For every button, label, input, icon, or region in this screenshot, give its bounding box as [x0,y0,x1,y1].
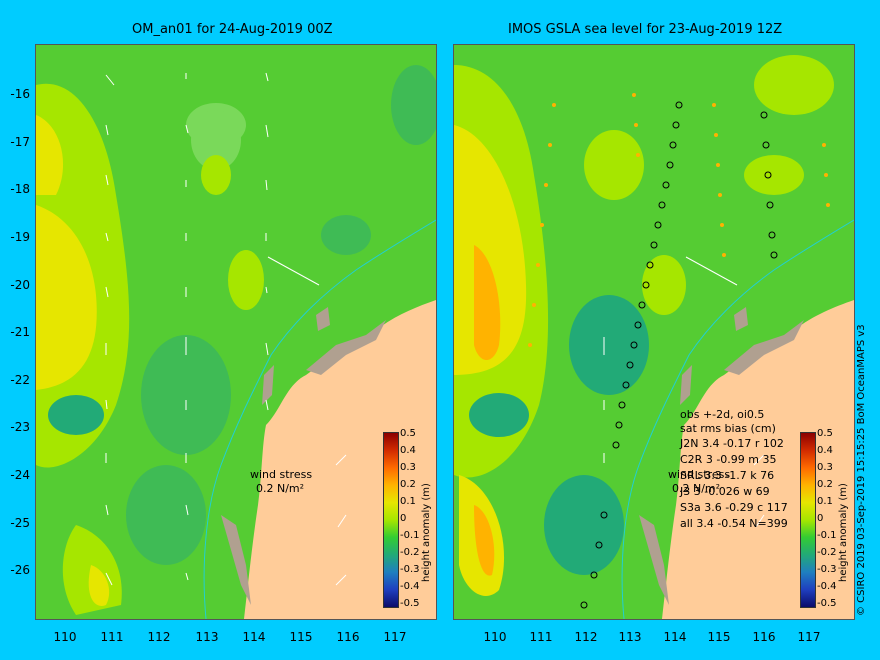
obs-header: obs +-2d, oi0.5 [680,408,765,421]
wind-stress-label: wind stress [250,468,313,481]
x-tick-label: 115 [707,630,731,644]
y-tick-label: -23 [10,420,30,434]
x-tick-label: 110 [483,630,507,644]
y-tick-label: -16 [10,87,30,101]
colorbar-tick: -0.2 [400,547,420,558]
y-tick-label: -26 [10,563,30,577]
colorbar-tick: -0.1 [817,530,837,541]
stats-row: SRL 3.3 -1.7 k 76 [680,469,775,482]
colorbar-tick: 0 [817,513,824,524]
colorbar-title: height anomaly (m) [421,483,432,582]
colorbar-tick: 0.1 [400,496,416,507]
y-tick-label: -19 [10,230,30,244]
y-tick-label: -24 [10,468,30,482]
stats-row: S3a 3.6 -0.29 c 117 [680,501,788,514]
wind-stress-scale: 0.2 N/m² [672,482,721,495]
x-tick-label: 117 [797,630,821,644]
colorbar-tick: -0.4 [817,581,837,592]
wind-stress-label: wind stress [668,468,731,481]
y-tick-label: -21 [10,325,30,339]
right-map [453,44,855,620]
colorbar-tick: 0.2 [400,479,416,490]
x-tick-label: 111 [100,630,124,644]
colorbar-tick: 0.4 [817,445,833,456]
left-map [35,44,437,620]
colorbar-tick: 0.3 [400,462,416,473]
x-tick-label: 112 [147,630,171,644]
x-tick-label: 116 [752,630,776,644]
stats-table: J2N 3.4 -0.17 r 102 C2R 3 -0.99 m 35 SRL… [680,436,788,532]
right-map-title: IMOS GSLA sea level for 23-Aug-2019 12Z [508,22,783,37]
x-tick-label: 117 [383,630,407,644]
right-colorbar [800,432,816,608]
x-tick-label: 112 [574,630,598,644]
x-tick-label: 116 [336,630,360,644]
y-tick-label: -17 [10,135,30,149]
x-tick-label: 113 [195,630,219,644]
y-tick-label: -25 [10,516,30,530]
colorbar-tick: -0.5 [817,598,837,609]
right-map-canvas [454,45,854,619]
left-map-title: OM_an01 for 24-Aug-2019 00Z [132,22,333,37]
left-colorbar [383,432,399,608]
stats-row: J2N 3.4 -0.17 r 102 [680,437,784,450]
colorbar-tick: -0.3 [817,564,837,575]
y-tick-label: -22 [10,373,30,387]
colorbar-tick: -0.4 [400,581,420,592]
stats-row: J3 3 -0.026 w 69 [680,485,770,498]
x-tick-label: 110 [53,630,77,644]
colorbar-tick: 0.5 [817,428,833,439]
colorbar-title: height anomaly (m) [838,483,849,582]
y-tick-label: -18 [10,182,30,196]
colorbar-tick: 0.4 [400,445,416,456]
x-tick-label: 115 [289,630,313,644]
colorbar-tick: 0.1 [817,496,833,507]
x-tick-label: 111 [529,630,553,644]
colorbar-tick: 0.3 [817,462,833,473]
credit-text: © CSIRO 2019 03-Sep-2019 15:15:25 BoM Oc… [856,324,867,616]
colorbar-tick: -0.1 [400,530,420,541]
x-tick-label: 114 [242,630,266,644]
colorbar-tick: 0 [400,513,407,524]
colorbar-tick: 0.5 [400,428,416,439]
x-tick-label: 113 [618,630,642,644]
colorbar-tick: 0.2 [817,479,833,490]
x-tick-label: 114 [663,630,687,644]
wind-stress-scale: 0.2 N/m² [256,482,305,495]
y-tick-label: -20 [10,278,30,292]
stats-header: sat rms bias (cm) [680,422,776,435]
colorbar-tick: -0.5 [400,598,420,609]
colorbar-tick: -0.3 [400,564,420,575]
left-map-canvas [36,45,436,619]
colorbar-tick: -0.2 [817,547,837,558]
stats-row: C2R 3 -0.99 m 35 [680,453,777,466]
stats-row: all 3.4 -0.54 N=399 [680,517,788,530]
